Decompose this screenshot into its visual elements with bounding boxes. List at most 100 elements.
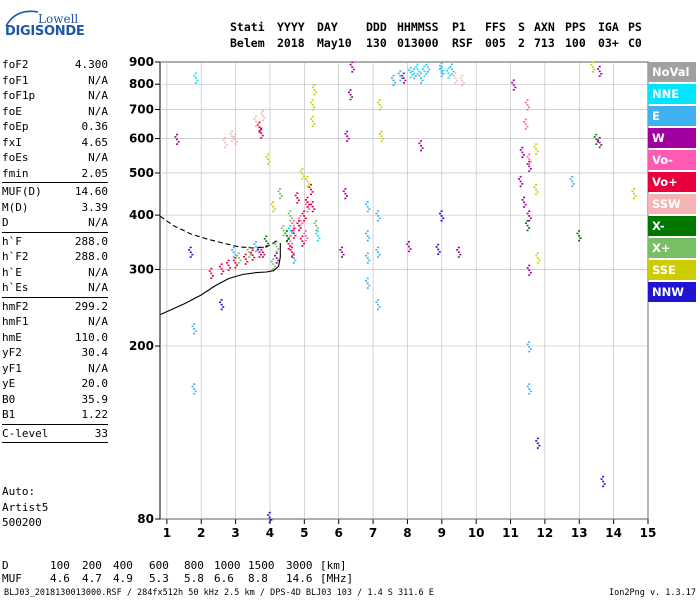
data-point xyxy=(407,241,410,243)
x-tick-label: 8 xyxy=(403,526,411,540)
data-point xyxy=(457,256,460,258)
data-point xyxy=(304,235,307,237)
data-point xyxy=(294,259,297,262)
data-point xyxy=(457,251,460,254)
data-point xyxy=(246,249,249,251)
data-point xyxy=(267,153,270,156)
data-point xyxy=(521,183,524,185)
data-point xyxy=(268,160,271,163)
muf-cell: 400 xyxy=(113,559,133,572)
data-point xyxy=(279,197,282,200)
muf-cell: 600 xyxy=(149,559,169,572)
data-point xyxy=(268,516,271,519)
legend-item-sse: SSE xyxy=(648,260,696,280)
data-point xyxy=(450,63,453,66)
data-point xyxy=(260,132,263,134)
data-point xyxy=(366,230,369,232)
param-name: yF1 xyxy=(2,361,22,375)
data-point xyxy=(377,303,380,306)
data-point xyxy=(313,208,316,210)
data-point xyxy=(418,142,421,145)
param-name: hmF2 xyxy=(2,299,29,313)
param-value: 110.0 xyxy=(74,330,108,344)
profile-curve-ordinary-trace xyxy=(159,243,281,316)
data-point xyxy=(634,195,637,197)
data-point xyxy=(225,262,228,264)
data-point xyxy=(287,227,290,230)
y-tick-label: 300 xyxy=(129,262,154,276)
legend-item-vo-minus: Vo- xyxy=(648,150,696,170)
data-point xyxy=(450,68,453,71)
data-point xyxy=(512,89,515,91)
muf-cell: 5.3 xyxy=(149,572,169,585)
param-row-foes: foEs N/A xyxy=(2,150,108,166)
series-e xyxy=(191,61,575,395)
data-point xyxy=(261,119,264,122)
data-point xyxy=(522,153,525,156)
series-x xyxy=(236,188,319,270)
data-point xyxy=(286,240,289,243)
data-point xyxy=(263,117,266,119)
y-tick-label: 200 xyxy=(129,339,154,353)
data-point xyxy=(273,208,276,210)
data-point xyxy=(260,127,263,130)
data-point xyxy=(511,81,514,84)
lowell-digisonde-logo: Lowell DIGISONDE xyxy=(4,6,85,42)
data-point xyxy=(402,72,405,75)
data-point xyxy=(291,251,294,254)
data-point xyxy=(237,257,240,259)
param-name: foEp xyxy=(2,120,29,133)
data-point xyxy=(246,260,249,263)
param-name: fmin xyxy=(2,166,29,180)
series-nne xyxy=(193,62,452,242)
data-point xyxy=(291,254,294,257)
data-point xyxy=(425,72,428,75)
data-point xyxy=(282,225,285,227)
data-point xyxy=(518,178,521,180)
data-point xyxy=(526,156,529,158)
param-value: 1.22 xyxy=(81,408,109,421)
data-point xyxy=(292,253,295,256)
param-row-foep: foEp 0.36 xyxy=(2,119,108,135)
data-point xyxy=(351,96,354,98)
data-point xyxy=(268,521,271,524)
data-point xyxy=(285,235,288,237)
data-point xyxy=(535,183,538,186)
data-point xyxy=(378,217,381,220)
param-row-fof2: foF2 4.300 xyxy=(2,57,108,73)
data-point xyxy=(342,190,345,193)
header-label-5: P1 xyxy=(452,20,466,34)
data-point xyxy=(234,143,237,145)
data-point xyxy=(289,215,292,217)
data-point xyxy=(256,123,259,126)
param-name: foF2 xyxy=(2,58,29,71)
data-point xyxy=(224,136,227,139)
param-value: 4.300 xyxy=(74,58,108,71)
data-point xyxy=(303,175,306,177)
legend-item-ssw: SSW xyxy=(648,194,696,214)
data-point xyxy=(292,229,295,232)
data-point xyxy=(301,168,304,170)
data-point xyxy=(248,256,251,258)
data-point xyxy=(416,68,419,71)
data-point xyxy=(631,190,634,193)
header-label-7: S xyxy=(518,20,525,34)
data-point xyxy=(272,258,275,261)
data-point xyxy=(449,66,452,68)
data-point xyxy=(299,237,302,240)
data-point xyxy=(456,249,459,251)
muf-cell: 4.6 xyxy=(50,572,70,585)
data-point xyxy=(304,199,307,201)
data-point xyxy=(258,256,261,258)
data-point xyxy=(576,232,579,235)
data-point xyxy=(533,145,536,148)
data-point xyxy=(447,67,450,70)
data-point xyxy=(524,123,527,126)
data-point xyxy=(452,70,455,73)
data-point xyxy=(419,140,422,142)
data-point xyxy=(423,70,426,73)
param-name: foF1 xyxy=(2,73,29,87)
data-point xyxy=(595,143,598,145)
data-point xyxy=(399,75,402,77)
data-point xyxy=(351,71,354,73)
